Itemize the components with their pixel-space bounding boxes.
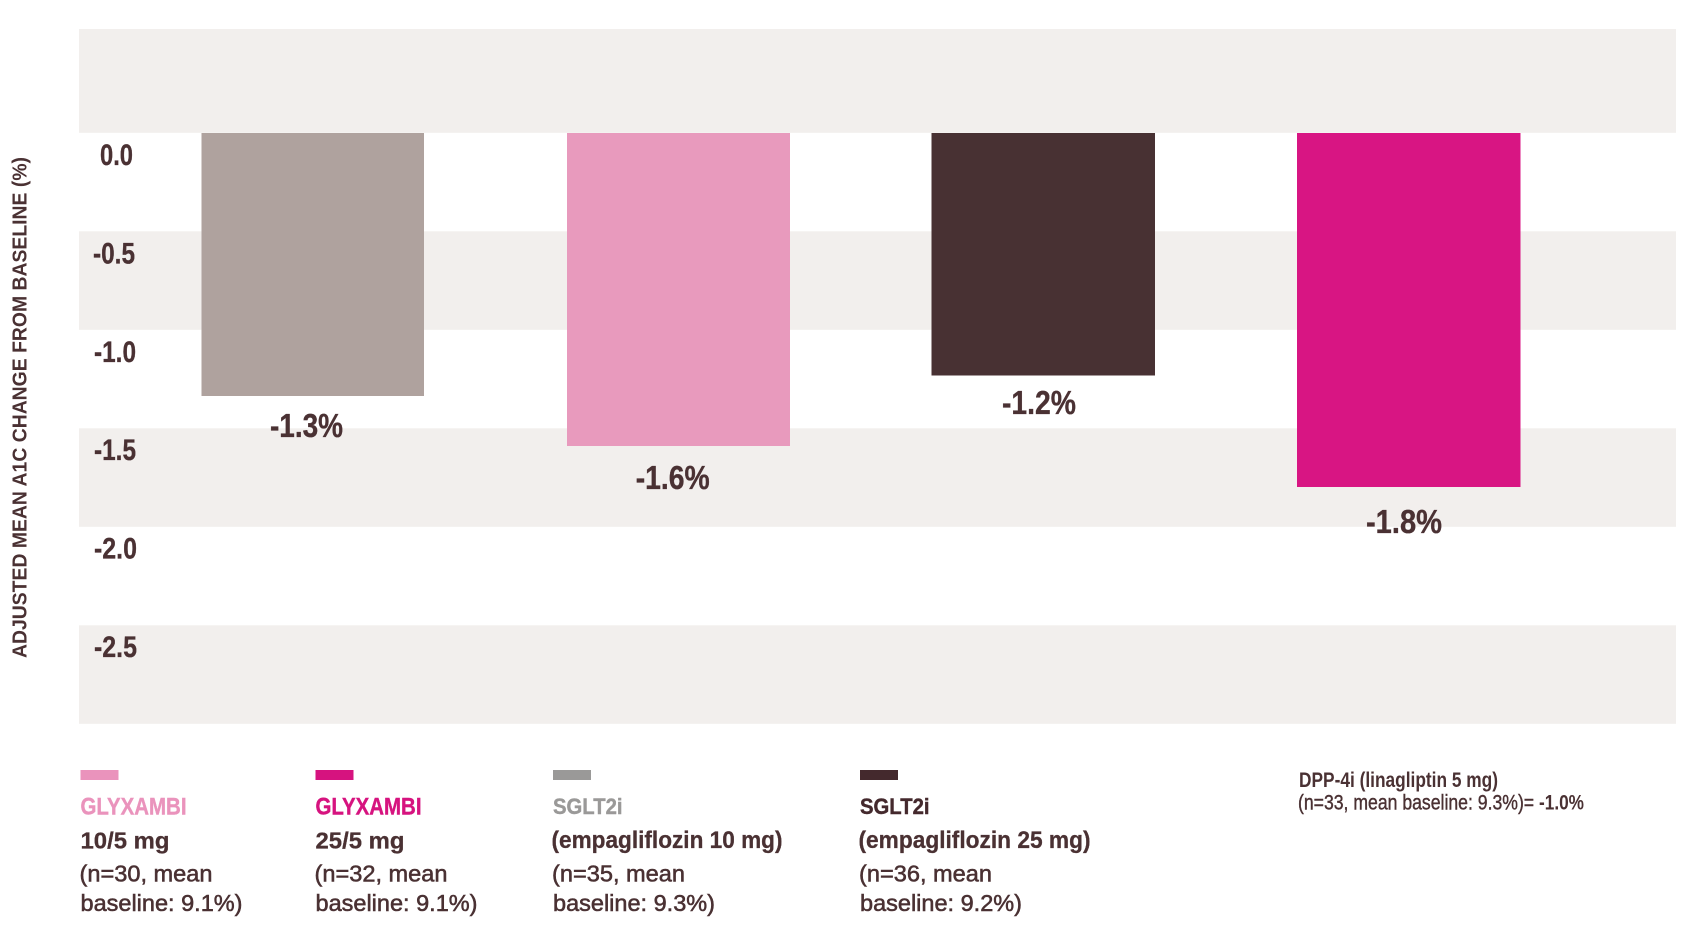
svg-text:baseline: 9.3%): baseline: 9.3%) bbox=[553, 890, 715, 916]
svg-text:0.0: 0.0 bbox=[100, 139, 133, 172]
svg-text:GLYXAMBI: GLYXAMBI bbox=[316, 794, 422, 821]
svg-text:GLYXAMBI: GLYXAMBI bbox=[81, 794, 187, 821]
svg-text:-1.0%: -1.0% bbox=[1539, 792, 1584, 815]
svg-text:(empagliflozin 25 mg): (empagliflozin 25 mg) bbox=[859, 827, 1091, 854]
svg-text:(n=35, mean: (n=35, mean bbox=[552, 861, 685, 887]
svg-text:(n=33, mean baseline: 9.3%)=: (n=33, mean baseline: 9.3%)= bbox=[1298, 792, 1539, 815]
svg-text:ADJUSTED MEAN A1C CHANGE FROM: ADJUSTED MEAN A1C CHANGE FROM BASELINE (… bbox=[10, 157, 32, 658]
svg-text:-1.0: -1.0 bbox=[94, 336, 136, 369]
svg-text:-1.6%: -1.6% bbox=[636, 459, 710, 496]
svg-text:-2.5: -2.5 bbox=[94, 631, 137, 664]
svg-text:(n=30, mean: (n=30, mean bbox=[80, 861, 213, 887]
svg-text:-1.5: -1.5 bbox=[94, 434, 136, 467]
svg-text:-1.8%: -1.8% bbox=[1366, 503, 1442, 540]
svg-text:SGLT2i: SGLT2i bbox=[860, 794, 930, 819]
svg-text:baseline: 9.1%): baseline: 9.1%) bbox=[81, 890, 243, 916]
svg-text:SGLT2i: SGLT2i bbox=[553, 794, 623, 819]
svg-text:baseline: 9.2%): baseline: 9.2%) bbox=[860, 890, 1022, 916]
svg-text:-1.3%: -1.3% bbox=[270, 407, 343, 444]
svg-text:-2.0: -2.0 bbox=[94, 533, 137, 566]
svg-text:10/5 mg: 10/5 mg bbox=[81, 827, 170, 853]
svg-text:-1.2%: -1.2% bbox=[1002, 384, 1076, 421]
svg-text:baseline: 9.1%): baseline: 9.1%) bbox=[316, 890, 478, 916]
svg-text:(n=36, mean: (n=36, mean bbox=[859, 861, 992, 887]
svg-text:25/5 mg: 25/5 mg bbox=[316, 827, 405, 853]
svg-text:(empagliflozin 10 mg): (empagliflozin 10 mg) bbox=[552, 827, 783, 854]
svg-text:-0.5: -0.5 bbox=[93, 237, 135, 270]
svg-text:(n=32, mean: (n=32, mean bbox=[315, 861, 448, 887]
svg-text:DPP-4i (linagliptin 5 mg): DPP-4i (linagliptin 5 mg) bbox=[1299, 769, 1498, 792]
